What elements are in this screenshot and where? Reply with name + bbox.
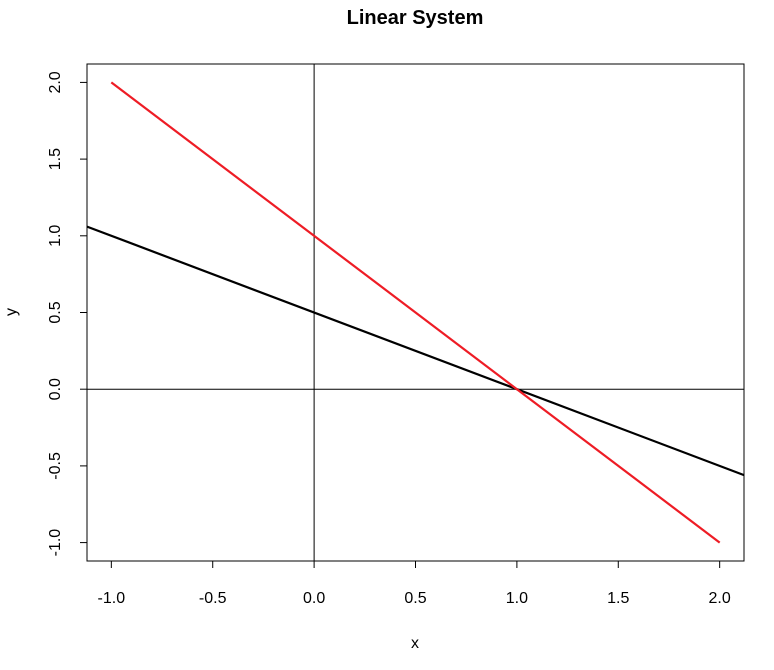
chart-title: Linear System	[347, 7, 484, 29]
series-layer	[86, 81, 745, 544]
x-axis-label: x	[411, 635, 419, 652]
x-tick-label: -0.5	[199, 590, 227, 607]
x-axis: -1.0 -0.5 0.0 0.5 1.0 1.5 2.0	[98, 561, 731, 607]
x-tick-label: 2.0	[709, 590, 731, 607]
y-tick-label: 0.0	[47, 378, 64, 400]
x-tick-label: 1.0	[506, 590, 528, 607]
x-tick-label: 0.5	[404, 590, 426, 607]
y-axis: -1.0 -0.5 0.0 0.5 1.0 1.5 2.0	[47, 71, 87, 556]
y-tick-label: 1.0	[47, 225, 64, 247]
series-line-2	[110, 81, 721, 544]
series-line-1	[86, 225, 745, 477]
y-tick-label: -0.5	[47, 452, 64, 480]
y-axis-label: y	[3, 308, 20, 316]
x-tick-label: -1.0	[98, 590, 126, 607]
y-tick-label: -1.0	[47, 529, 64, 557]
y-tick-label: 1.5	[47, 148, 64, 170]
y-tick-label: 0.5	[47, 301, 64, 323]
x-tick-label: 0.0	[303, 590, 325, 607]
y-tick-label: 2.0	[47, 71, 64, 93]
x-tick-label: 1.5	[607, 590, 629, 607]
